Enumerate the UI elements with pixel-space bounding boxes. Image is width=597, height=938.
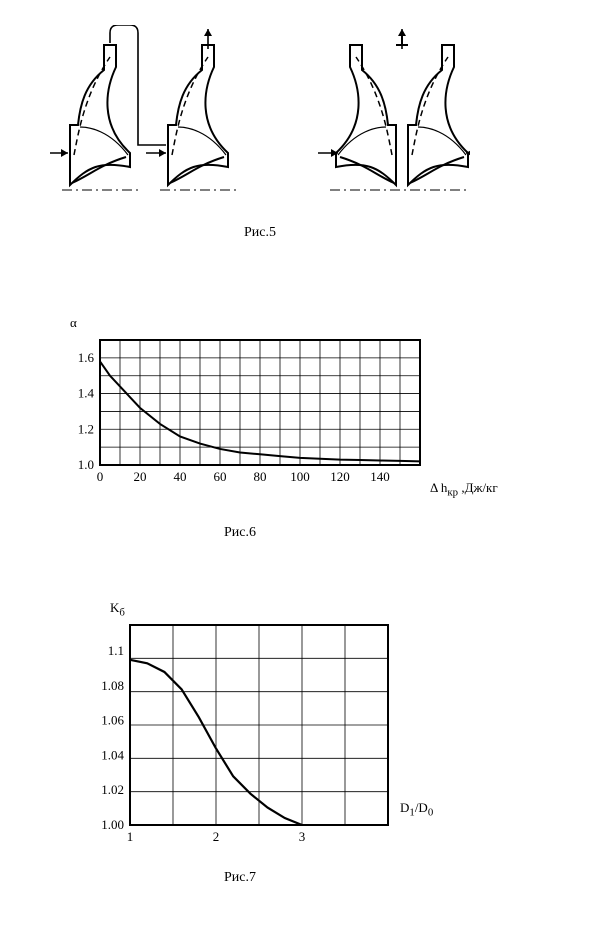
svg-text:1.0: 1.0	[78, 457, 94, 472]
svg-text:1: 1	[127, 829, 134, 844]
svg-text:140: 140	[370, 469, 390, 484]
fig5-diagram	[50, 25, 470, 215]
svg-text:1.04: 1.04	[101, 747, 124, 762]
svg-text:80: 80	[254, 469, 267, 484]
fig6-y-label: α	[70, 315, 77, 331]
fig7-region: Kб 1 2 3 1.00 1.02 1.04 1.06 1.08 1.1 D 1/D0 Рис.…	[90, 600, 470, 900]
svg-text:100: 100	[290, 469, 310, 484]
svg-text:1.6: 1.6	[78, 350, 95, 365]
svg-text:2: 2	[213, 829, 220, 844]
svg-text:1.2: 1.2	[78, 421, 94, 436]
svg-text:40: 40	[174, 469, 187, 484]
svg-text:1.06: 1.06	[101, 713, 124, 728]
svg-text:1.08: 1.08	[101, 678, 124, 693]
fig6-caption: Рис.6	[60, 525, 420, 541]
fig7-x-d1: D	[400, 800, 409, 815]
fig6-x-unit: ,Дж/кг	[461, 480, 497, 495]
fig7-chart: 1 2 3 1.00 1.02 1.04 1.06 1.08 1.1	[90, 620, 470, 865]
svg-text:20: 20	[134, 469, 147, 484]
fig7-caption: Рис.7	[90, 870, 390, 886]
svg-text:3: 3	[299, 829, 306, 844]
svg-text:1.1: 1.1	[108, 643, 124, 658]
svg-text:60: 60	[214, 469, 227, 484]
fig5-caption: Рис.5	[50, 225, 470, 241]
svg-text:1.00: 1.00	[101, 817, 124, 832]
svg-text:0: 0	[97, 469, 104, 484]
fig7-x-label: D1/D0	[400, 800, 433, 819]
fig7-y-label: Kб	[110, 600, 125, 619]
fig5-region: Рис.5	[50, 25, 470, 245]
fig6-x-label: Δ hкр ,Дж/кг	[430, 480, 498, 499]
fig7-x-sep: /D	[415, 800, 428, 815]
fig7-y-sub: б	[119, 607, 125, 619]
svg-text:120: 120	[330, 469, 350, 484]
fig7-y-k: K	[110, 600, 119, 615]
svg-text:1.4: 1.4	[78, 386, 95, 401]
fig7-x-sub2: 0	[428, 807, 433, 819]
fig6-region: α 0 20 40 60 80 100 120 140 1.0 1.2 1.4 1.6 Δ hкр ,…	[60, 315, 520, 555]
fig6-x-sub: кр	[447, 487, 458, 499]
svg-text:1.02: 1.02	[101, 782, 124, 797]
fig6-x-delta-h: Δ h	[430, 480, 447, 495]
